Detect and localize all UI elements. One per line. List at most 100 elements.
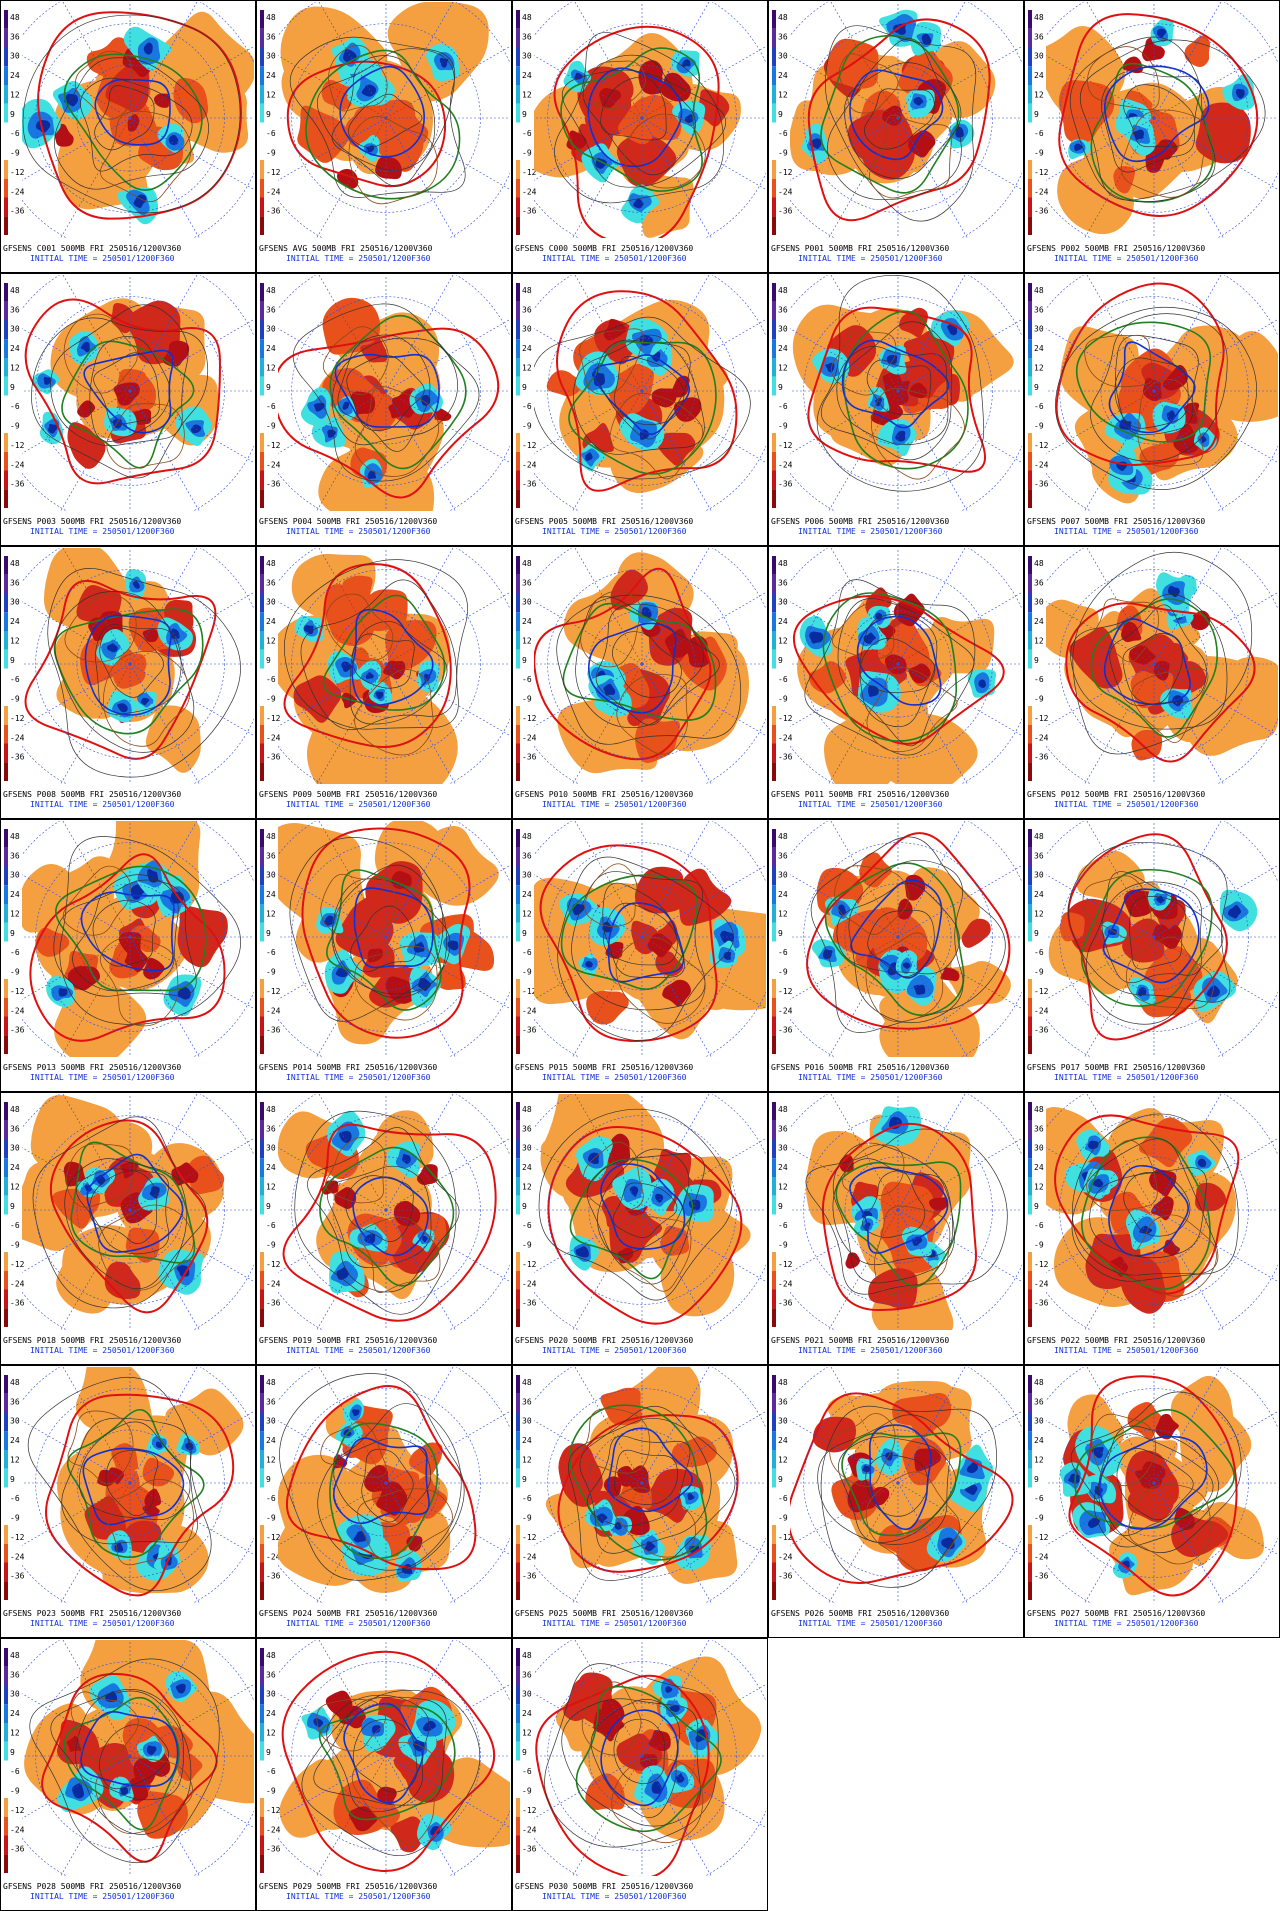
map-panel: 48 36 30 24 12 9 -6 -9 -12 -24 -36 GFSENS P026 500M…	[768, 1365, 1024, 1638]
colorbar-label: 48	[778, 13, 788, 22]
colorbar-label: -9	[778, 1241, 788, 1250]
anomaly-strong	[67, 422, 106, 469]
height-contour	[1070, 593, 1228, 730]
initial-time: INITIAL TIME = 250501/1200F360	[286, 1619, 431, 1628]
colorbar-swatch	[4, 376, 8, 396]
anomaly-peak	[54, 123, 74, 147]
map-field	[790, 548, 1022, 784]
height-contour	[586, 1153, 705, 1285]
height-contour	[1109, 604, 1207, 707]
colorbar-swatch	[1028, 866, 1032, 886]
anomaly-negative-peak	[902, 962, 911, 969]
parallel	[35, 1115, 225, 1305]
meridian	[574, 2, 643, 119]
height-contour	[820, 321, 953, 461]
meridian	[641, 1755, 712, 1876]
anomaly-negative-peak	[120, 1787, 129, 1795]
parallel	[803, 842, 993, 1032]
height-contour	[832, 1142, 955, 1284]
colorbar-label: 12	[778, 1182, 788, 1191]
colorbar-swatch	[1028, 85, 1032, 104]
height-contour	[579, 1406, 712, 1554]
colorbar-label: 30	[522, 1144, 532, 1153]
colorbar-swatch	[772, 1139, 776, 1159]
anomaly-strong	[116, 653, 147, 677]
colorbar-swatch	[260, 1741, 264, 1761]
colorbar-swatch	[516, 1233, 520, 1252]
colorbar-swatch	[260, 612, 264, 631]
colorbar-label: 36	[10, 1397, 20, 1406]
colorbar-label: 24	[522, 344, 532, 353]
colorbar-label: 30	[778, 1144, 788, 1153]
colorbar-label: 24	[10, 1163, 20, 1172]
colorbar-label: -6	[778, 1494, 788, 1503]
anomaly-strong	[297, 105, 350, 163]
meridian	[129, 319, 254, 392]
anomaly-peak	[416, 1164, 438, 1185]
anomaly-peak	[882, 105, 902, 126]
initial-time: INITIAL TIME = 250501/1200F360	[30, 1619, 175, 1628]
colorbar-swatch	[1028, 376, 1032, 396]
parallel	[35, 842, 225, 1032]
colorbar-swatch	[4, 668, 8, 688]
colorbar-swatch	[772, 960, 776, 979]
map-field	[1046, 1094, 1278, 1330]
anomaly-strong	[1194, 1182, 1226, 1212]
coastline	[865, 1471, 961, 1572]
colorbar-label: -24	[778, 1006, 793, 1015]
colorbar-swatch	[772, 574, 776, 594]
map-panel: 48 36 30 24 12 9 -6 -9 -12 -24 -36 GFSENS P021 500M…	[768, 1092, 1024, 1365]
anomaly-peak	[143, 957, 165, 980]
panel-title: GFSENS P023 500MB FRI 250516/1200V360	[3, 1609, 181, 1618]
colorbar-label: 30	[1034, 325, 1044, 334]
colorbar-label: 30	[10, 871, 20, 880]
initial-time: INITIAL TIME = 250501/1200F360	[798, 527, 943, 536]
coastline	[838, 53, 899, 114]
anomaly-negative-peak	[342, 401, 350, 410]
colorbar-swatch	[516, 1035, 520, 1054]
colorbar-swatch	[260, 1120, 264, 1140]
colorbar-swatch	[4, 1270, 8, 1290]
colorbar-swatch	[260, 724, 264, 744]
anomaly-strong	[186, 1155, 225, 1195]
map-field	[534, 1367, 766, 1603]
colorbar-swatch	[4, 1779, 8, 1798]
colorbar-label: -36	[778, 207, 793, 216]
parallel	[844, 1429, 952, 1537]
colorbar-swatch	[516, 10, 520, 29]
anomaly-negative-peak	[429, 1826, 440, 1836]
colorbar-label: -24	[266, 1006, 281, 1015]
meridian	[641, 1482, 712, 1603]
colorbar-swatch	[4, 414, 8, 433]
colorbar-swatch	[1028, 631, 1032, 650]
anomaly-peak	[341, 692, 358, 709]
colorbar-label: 36	[1034, 851, 1044, 860]
colorbar-label: -6	[1034, 129, 1044, 138]
height-contour-576	[1055, 282, 1225, 466]
height-contour-528	[80, 891, 175, 972]
coastline	[1089, 598, 1159, 663]
colorbar-swatch	[260, 1506, 264, 1525]
anomaly-negative-peak	[597, 1513, 608, 1524]
colorbar-label: 30	[266, 1144, 276, 1153]
meridian	[1153, 1367, 1222, 1484]
colorbar-label: 9	[10, 1475, 15, 1484]
colorbar-swatch	[516, 1195, 520, 1215]
colorbar-label: 48	[266, 559, 276, 568]
height-contour	[283, 559, 468, 730]
colorbar-swatch	[772, 997, 776, 1017]
colorbar-label: -12	[10, 168, 25, 177]
height-contour	[348, 93, 423, 148]
meridian	[830, 1094, 899, 1211]
height-contour-552	[820, 34, 960, 194]
anomaly-negative-peak	[682, 59, 691, 68]
height-contour	[31, 317, 209, 479]
parallel	[35, 1661, 225, 1851]
colorbar-label: 9	[778, 929, 783, 938]
colorbar-label: 36	[266, 1670, 276, 1679]
colorbar-swatch	[260, 301, 264, 321]
